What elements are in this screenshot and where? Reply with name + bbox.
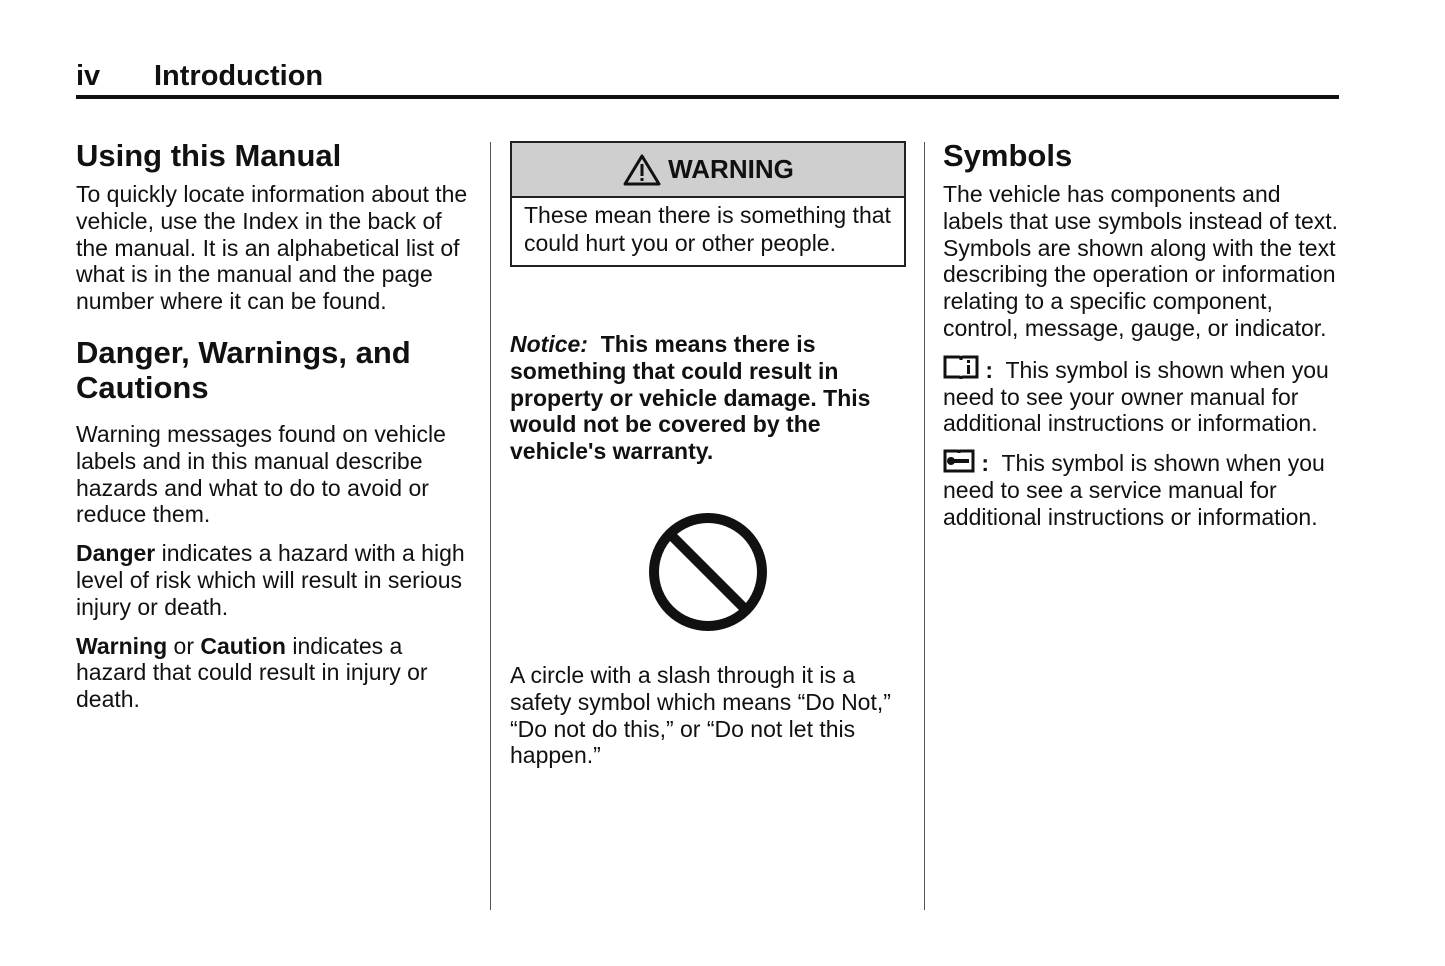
heading-symbols: Symbols <box>943 138 1073 173</box>
warning-header: WARNING <box>512 143 904 198</box>
colon: : <box>981 450 990 477</box>
symbols-text: The vehicle has components and labels th… <box>943 181 1339 341</box>
heading-using-manual: Using this Manual <box>76 138 342 173</box>
using-manual-text: To quickly locate information about the … <box>76 181 468 315</box>
owner-manual-book-icon <box>943 355 979 379</box>
colon: : <box>985 356 994 383</box>
circle-slash-icon <box>649 513 767 631</box>
owner-manual-desc: This symbol is shown when you need to se… <box>943 356 1329 437</box>
warning-messages-text: Warning messages found on vehicle labels… <box>76 420 446 528</box>
column-divider <box>490 142 491 910</box>
column-2: Notice: This means there is something th… <box>510 331 905 477</box>
notice-label: Notice: <box>510 331 588 357</box>
owner-manual-symbol-text: : This symbol is shown when you need to … <box>943 354 1343 437</box>
column-1: Using this Manual To quickly locate info… <box>76 138 476 725</box>
notice-text: Notice: This means there is something th… <box>510 331 905 465</box>
danger-text: Danger indicates a hazard with a high le… <box>76 540 476 620</box>
warning-triangle-icon <box>623 154 661 185</box>
header-rule <box>76 95 1339 99</box>
or-word: or <box>167 632 201 659</box>
circle-slash-text: A circle with a slash through it is a sa… <box>510 662 891 769</box>
service-manual-symbol-text: : This symbol is shown when you need to … <box>943 449 1343 530</box>
danger-term: Danger <box>76 540 156 567</box>
page-number: iv <box>76 60 101 92</box>
column-divider <box>924 142 925 910</box>
warning-body: These mean there is something that could… <box>524 202 891 256</box>
notice-body: This means there is something that could… <box>510 331 871 465</box>
warning-caution-text: Warning or Caution indicates a hazard th… <box>76 633 476 713</box>
column-3: Symbols The vehicle has components and l… <box>943 138 1343 543</box>
warning-term: Warning <box>76 632 168 659</box>
heading-danger-warnings: Danger, Warnings, and Cautions <box>76 334 411 405</box>
service-manual-wrench-book-icon <box>943 449 975 473</box>
caution-term: Caution <box>200 632 286 659</box>
warning-title: WARNING <box>668 154 794 184</box>
section-title: Introduction <box>154 60 324 92</box>
warning-box: WARNING These mean there is something th… <box>510 141 906 267</box>
warning-caution-desc: indicates a hazard that could result in … <box>76 632 428 713</box>
danger-desc: indicates a hazard with a high level of … <box>76 540 465 620</box>
service-manual-desc: This symbol is shown when you need to se… <box>943 450 1325 530</box>
circle-slash-caption: A circle with a slash through it is a sa… <box>510 662 905 781</box>
